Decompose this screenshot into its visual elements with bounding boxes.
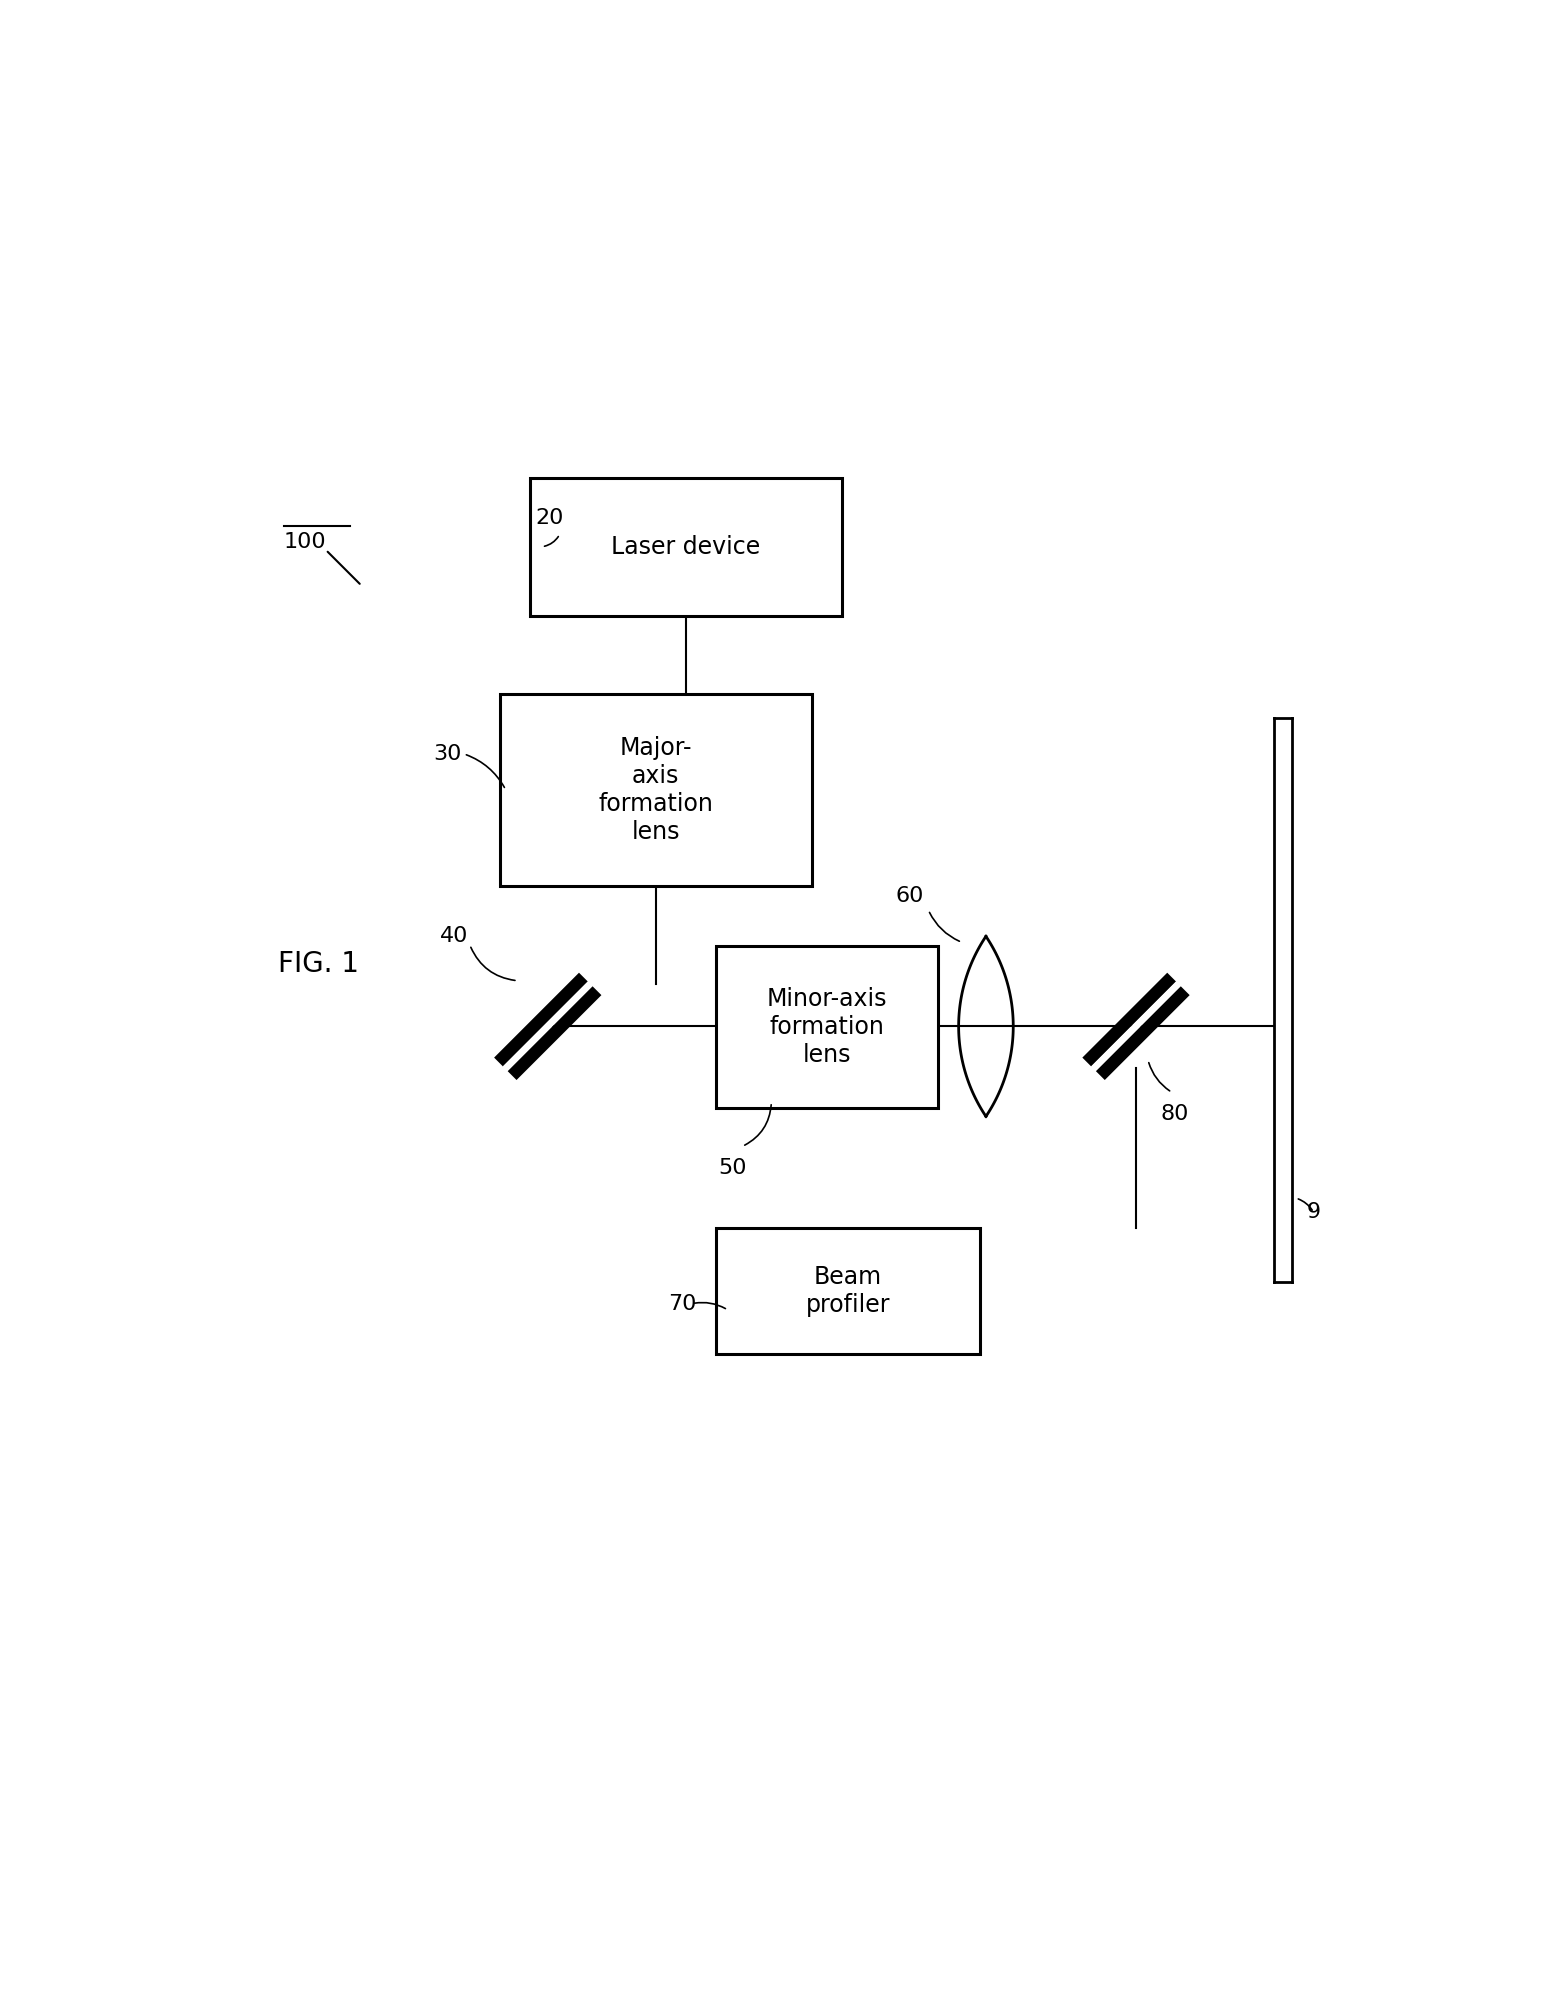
Text: 100: 100 <box>283 532 327 552</box>
Text: 20: 20 <box>536 508 564 528</box>
Text: 80: 80 <box>1160 1104 1188 1123</box>
Text: Beam
profiler: Beam profiler <box>805 1265 891 1317</box>
Bar <box>500 693 812 886</box>
Text: Major-
axis
formation
lens: Major- axis formation lens <box>598 737 713 843</box>
Text: 40: 40 <box>440 926 468 946</box>
Text: 9: 9 <box>1306 1201 1321 1221</box>
Text: 60: 60 <box>895 886 925 906</box>
Bar <box>530 478 843 616</box>
Text: Minor-axis
formation
lens: Minor-axis formation lens <box>767 988 888 1068</box>
Bar <box>716 1227 981 1355</box>
Text: 50: 50 <box>719 1159 747 1179</box>
Text: FIG. 1: FIG. 1 <box>277 950 359 978</box>
Text: 30: 30 <box>434 743 462 763</box>
Text: Laser device: Laser device <box>612 534 761 560</box>
Text: 70: 70 <box>668 1293 696 1313</box>
Bar <box>716 946 939 1108</box>
